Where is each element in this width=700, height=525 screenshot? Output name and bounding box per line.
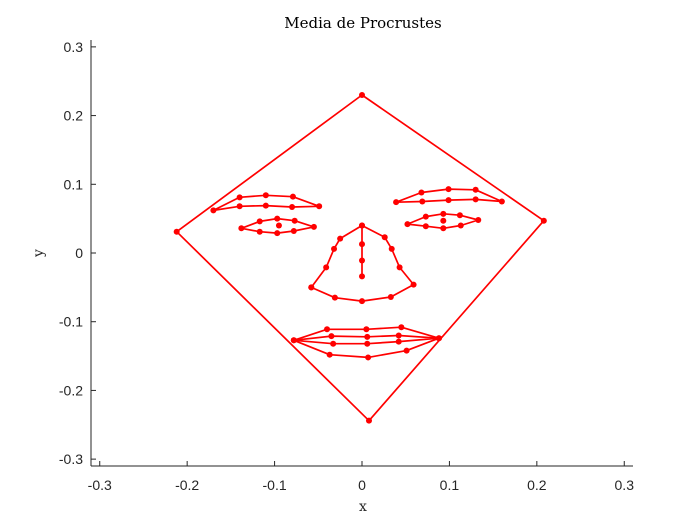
outline-point <box>173 228 180 235</box>
left-eye-point <box>256 218 263 225</box>
right-eye-point <box>475 217 482 224</box>
x-tick-label: -0.3 <box>88 477 112 493</box>
left-eye-point <box>291 217 298 224</box>
nose-outline-point <box>331 245 338 252</box>
left-eyebrow-point <box>262 192 269 199</box>
left-eyebrow-point <box>236 203 243 210</box>
axes: -0.3 -0.2 -0.1 0 0.1 0.2 0.3 -0.3 -0.2 -0.1 0 0.1 0.… <box>59 39 634 493</box>
nose-ridge-point <box>359 241 365 248</box>
nose-outline-point <box>381 234 388 241</box>
mouth-outer-point <box>398 324 405 331</box>
x-axis-label: x <box>359 499 367 515</box>
mouth-outer-point <box>324 326 331 333</box>
mouth-inner-point <box>330 340 337 347</box>
x-tick-label: 0.2 <box>527 477 547 493</box>
right-eye-point <box>456 212 463 219</box>
left-eye-point <box>256 228 263 235</box>
outline-line <box>175 94 545 422</box>
left-eye-point <box>274 230 281 237</box>
outline-point <box>359 91 365 98</box>
right-eye-point <box>404 221 411 228</box>
outline-point <box>540 217 547 224</box>
chart-title: Media de Procrustes <box>284 14 441 32</box>
plot-area <box>173 91 547 424</box>
pupil-point <box>440 217 447 224</box>
right-eyebrow-point <box>393 199 400 206</box>
y-tick-label: -0.3 <box>59 451 83 467</box>
left-eyebrow-point <box>210 207 217 214</box>
y-tick-label: 0.2 <box>64 108 84 124</box>
left-eyebrow-point <box>289 203 296 210</box>
mouth-inner-point <box>290 337 297 344</box>
nose-ridge-point <box>359 222 365 229</box>
right-eyebrow-point <box>445 186 452 193</box>
left-eyebrow-point <box>289 193 296 200</box>
nose-outline-point <box>388 245 395 252</box>
right-eyebrow-point <box>445 197 452 204</box>
right-eyebrow-point <box>419 198 426 205</box>
y-tick-label: -0.2 <box>59 382 83 398</box>
left-eye-point <box>290 228 297 235</box>
nose-outline-point <box>387 293 394 300</box>
left-eyebrow-point <box>236 194 243 201</box>
mouth-outer-point <box>365 354 372 361</box>
nose-outline-point <box>359 298 365 305</box>
mouth-outer-point <box>326 351 333 358</box>
nose-outline-point <box>331 294 338 301</box>
x-tick-label: 0.3 <box>615 477 635 493</box>
x-tick-label: 0 <box>358 477 366 493</box>
x-tick-label: -0.1 <box>263 477 287 493</box>
nose-ridge-point <box>359 273 365 280</box>
left-eyebrow-point <box>262 202 269 209</box>
y-tick-label: 0 <box>75 245 83 261</box>
mouth-inner-point <box>435 335 442 342</box>
right-eyebrow-point <box>472 196 479 203</box>
y-tick-label: 0.1 <box>64 176 84 192</box>
left-eyebrow-point <box>316 203 323 210</box>
mouth-outer-point <box>403 347 410 354</box>
right-eyebrow-point <box>472 186 479 193</box>
right-eyebrow-point <box>498 198 505 205</box>
nose-outline-point <box>410 281 417 288</box>
mouth-inner-point <box>364 340 371 347</box>
y-tick-label: -0.1 <box>59 314 83 330</box>
left-eye-point <box>238 225 245 232</box>
mouth-inner-point <box>395 332 402 339</box>
mouth-inner-point <box>395 338 402 345</box>
nose-outline-point <box>323 264 330 271</box>
y-axis-label: y <box>31 249 47 258</box>
left-eye-point <box>274 215 281 222</box>
nose-ridge-point <box>359 257 365 264</box>
nose-outline-point <box>308 284 315 291</box>
pupil-point <box>275 222 282 229</box>
right-eye-point <box>422 213 429 220</box>
x-tick-label: -0.2 <box>175 477 199 493</box>
right-eye-point <box>457 222 464 229</box>
mouth-inner-point <box>328 333 335 340</box>
outline-point <box>365 417 372 424</box>
nose-outline-point <box>337 235 344 242</box>
y-tick-label: 0.3 <box>64 39 84 55</box>
right-eye-point <box>422 223 429 230</box>
right-eye-point <box>440 210 447 217</box>
right-eye-point <box>440 225 447 232</box>
mouth-outer-point <box>363 326 370 333</box>
right-eyebrow-point <box>418 189 425 196</box>
nose-outline-point <box>396 264 403 271</box>
x-tick-label: 0.1 <box>440 477 460 493</box>
mouth-inner-point <box>364 333 371 340</box>
left-eye-point <box>310 223 317 230</box>
